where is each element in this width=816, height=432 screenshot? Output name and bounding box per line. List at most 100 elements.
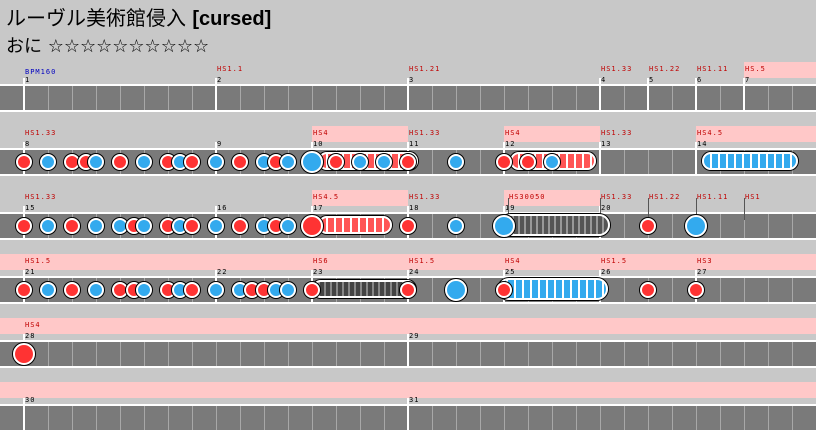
beat-line — [336, 86, 337, 110]
beat-line — [456, 342, 457, 366]
beat-line — [360, 406, 361, 430]
scroll-speed-region — [0, 254, 816, 270]
speed-change-label: HS6 — [313, 257, 329, 265]
don-note — [304, 282, 320, 298]
beat-line — [168, 342, 169, 366]
ka-note — [208, 154, 224, 170]
ka-note — [88, 154, 104, 170]
don-note — [400, 218, 416, 234]
don-note — [400, 282, 416, 298]
beat-line — [480, 278, 481, 302]
don-note — [640, 282, 656, 298]
speed-change-marker — [696, 198, 697, 220]
measure-row: 15 16 17 18 19 20 HS1.33 HS4.5 HS1.33 HS30050 HS1.… — [0, 190, 816, 240]
measure-row: 30 31 — [0, 382, 816, 432]
beat-line — [696, 342, 697, 366]
beat-line — [144, 406, 145, 430]
don-note — [688, 282, 704, 298]
ka-note — [352, 154, 368, 170]
measure-number: 10 — [313, 140, 324, 148]
speed-change-marker — [648, 198, 649, 220]
beat-line — [120, 406, 121, 430]
speed-change-label: HS1.5 — [601, 257, 628, 265]
ka-note — [544, 154, 560, 170]
drumroll-note — [498, 278, 608, 300]
beat-line — [336, 342, 337, 366]
beat-line — [600, 342, 601, 366]
speed-change-marker — [744, 198, 745, 220]
beat-line — [480, 406, 481, 430]
beat-line — [576, 342, 577, 366]
beat-line — [672, 150, 673, 174]
measure-number: 12 — [505, 140, 516, 148]
speed-change-label: HS4 — [313, 129, 329, 137]
don-note — [64, 218, 80, 234]
ka-note — [88, 282, 104, 298]
beat-line — [672, 342, 673, 366]
beat-line — [48, 86, 49, 110]
beat-line — [72, 406, 73, 430]
measure-number: 15 — [25, 204, 36, 212]
scroll-speed-region — [696, 126, 816, 142]
bar-line — [599, 142, 601, 176]
speed-change-label: HS1.5 — [25, 257, 52, 265]
beat-line — [600, 406, 601, 430]
measure-number: 14 — [697, 140, 708, 148]
measure-number: 5 — [649, 76, 655, 84]
beat-line — [432, 150, 433, 174]
measure-number: 22 — [217, 268, 228, 276]
don-note — [184, 154, 200, 170]
beat-line — [48, 406, 49, 430]
beat-line — [768, 406, 769, 430]
bpm-label: BPM160 — [25, 68, 57, 76]
measure-number: 19 — [505, 204, 516, 212]
measure-number: 20 — [601, 204, 612, 212]
don-note — [301, 215, 323, 237]
beat-line — [648, 342, 649, 366]
beat-line — [528, 406, 529, 430]
beat-line — [96, 86, 97, 110]
speed-change-label: HS30050 — [509, 193, 546, 201]
beat-line — [432, 86, 433, 110]
beat-line — [360, 342, 361, 366]
beat-line — [480, 86, 481, 110]
beat-line — [696, 406, 697, 430]
measure-number: 26 — [601, 268, 612, 276]
beat-line — [624, 342, 625, 366]
measure-number: 16 — [217, 204, 228, 212]
measure-number: 29 — [409, 332, 420, 340]
beat-line — [744, 342, 745, 366]
beat-line — [720, 214, 721, 238]
song-title: ルーヴル美術館侵入 [cursed] — [6, 6, 272, 30]
speed-change-label: HS1.33 — [601, 65, 633, 73]
bar-line — [599, 78, 601, 112]
speed-change-label: HS1.11 — [697, 193, 729, 201]
measure-number: 24 — [409, 268, 420, 276]
measure-number: 4 — [601, 76, 607, 84]
beat-line — [624, 406, 625, 430]
difficulty-line: おに ☆☆☆☆☆☆☆☆☆☆ — [6, 36, 209, 58]
ka-note — [136, 154, 152, 170]
beat-line — [528, 342, 529, 366]
don-note — [13, 343, 35, 365]
beat-line — [336, 406, 337, 430]
measure-number: 6 — [697, 76, 703, 84]
ka-note — [445, 279, 467, 301]
don-note — [520, 154, 536, 170]
ka-note — [208, 218, 224, 234]
measure-row: 21 22 23 24 25 26 27 HS1.5 HS6 HS1.5 HS4 HS1.5 HS3 — [0, 254, 816, 304]
speed-change-label: HS1.22 — [649, 193, 681, 201]
beat-line — [744, 278, 745, 302]
balloon-roll-note — [500, 214, 610, 236]
beat-line — [120, 86, 121, 110]
beat-line — [720, 278, 721, 302]
star-rating: ☆☆☆☆☆☆☆☆☆☆ — [47, 36, 210, 57]
beat-line — [552, 406, 553, 430]
beat-line — [264, 86, 265, 110]
beat-line — [288, 342, 289, 366]
beat-line — [456, 86, 457, 110]
beat-line — [240, 342, 241, 366]
beat-line — [648, 150, 649, 174]
speed-change-label: HS.5 — [745, 65, 766, 73]
measure-number: 1 — [25, 76, 31, 84]
